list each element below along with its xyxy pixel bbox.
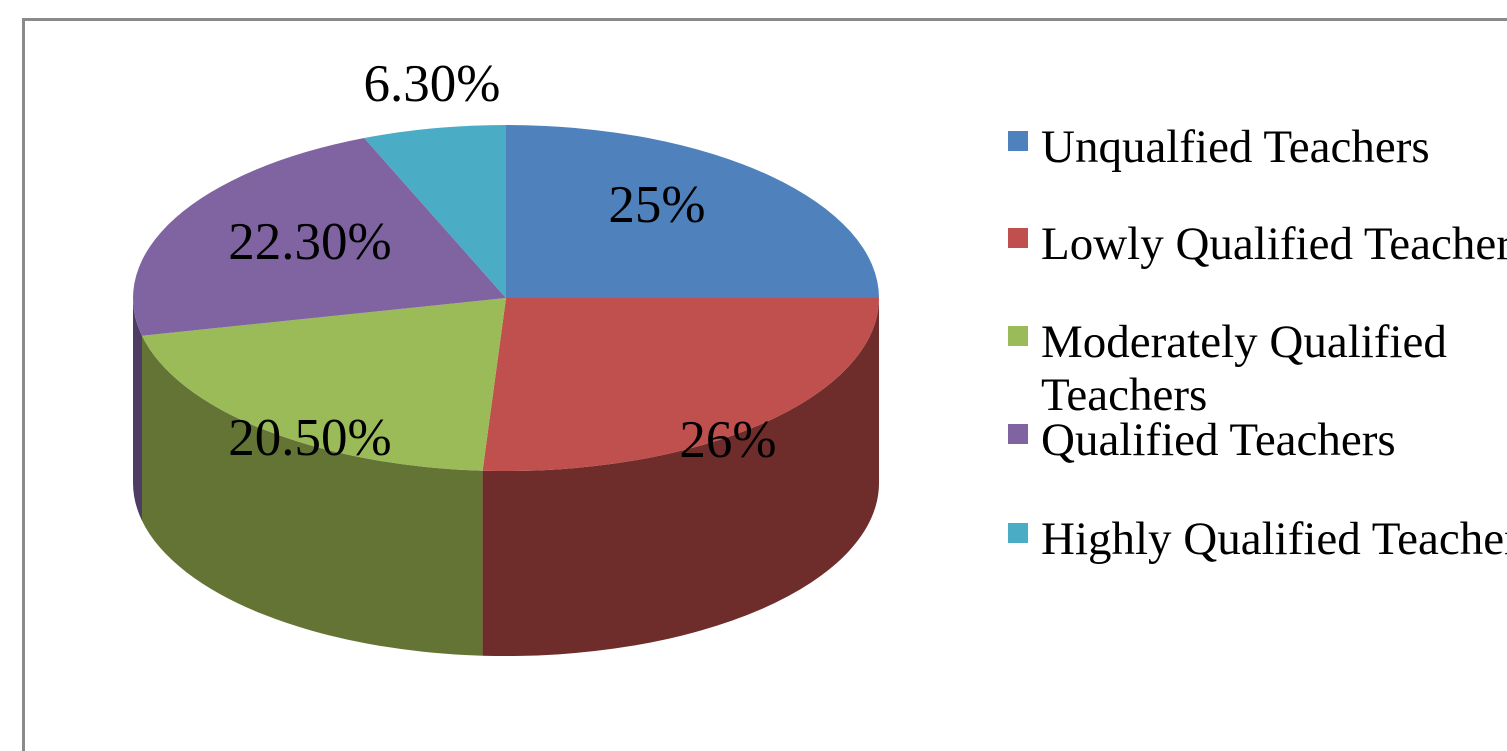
- data-label-lowly-qualified: 26%: [679, 411, 777, 469]
- pie-slice-moderately-qualified: [142, 298, 506, 471]
- legend-item-label: Qualified Teachers: [1041, 414, 1396, 466]
- legend-swatch-icon: [1008, 131, 1028, 151]
- pie-side-lowly-qualified: [482, 298, 880, 657]
- pie-slice-qualified-teachers: [133, 138, 506, 336]
- legend-item-label: Unqualfied Teachers: [1041, 121, 1430, 173]
- data-label-moderately-qualified: 20.50%: [228, 409, 392, 467]
- legend-item-qualified-teachers: Qualified Teachers: [1008, 414, 1396, 467]
- pie-slice-lowly-qualified: [482, 298, 880, 472]
- pie-side-moderately-qualified: [142, 335, 483, 656]
- legend-swatch-icon: [1008, 228, 1028, 248]
- legend-item-highly-qualified: Highly Qualified Teachers: [1008, 513, 1507, 566]
- legend-item-unqualfied-teachers: Unqualfied Teachers: [1008, 121, 1430, 174]
- legend-swatch-icon: [1008, 523, 1028, 543]
- legend-item-moderately-qualified: Moderately Qualified Teachers: [1008, 316, 1461, 421]
- pie-slice-unqualfied-teachers: [506, 125, 879, 298]
- data-label-highly-qualified: 6.30%: [363, 55, 501, 113]
- legend-item-label: Lowly Qualified Teachers: [1041, 218, 1507, 270]
- legend-swatch-icon: [1008, 424, 1028, 444]
- data-label-unqualfied-teachers: 25%: [608, 176, 706, 234]
- pie-slice-highly-qualified: [364, 125, 506, 298]
- legend-item-label: Highly Qualified Teachers: [1041, 513, 1507, 565]
- legend-item-lowly-qualified: Lowly Qualified Teachers: [1008, 218, 1507, 271]
- legend-swatch-icon: [1008, 326, 1028, 346]
- pie-side-qualified-teachers: [133, 298, 142, 521]
- chart-border-frame: [22, 18, 1507, 751]
- legend-item-label: Moderately Qualified Teachers: [1041, 316, 1447, 421]
- data-label-qualified-teachers: 22.30%: [228, 213, 392, 271]
